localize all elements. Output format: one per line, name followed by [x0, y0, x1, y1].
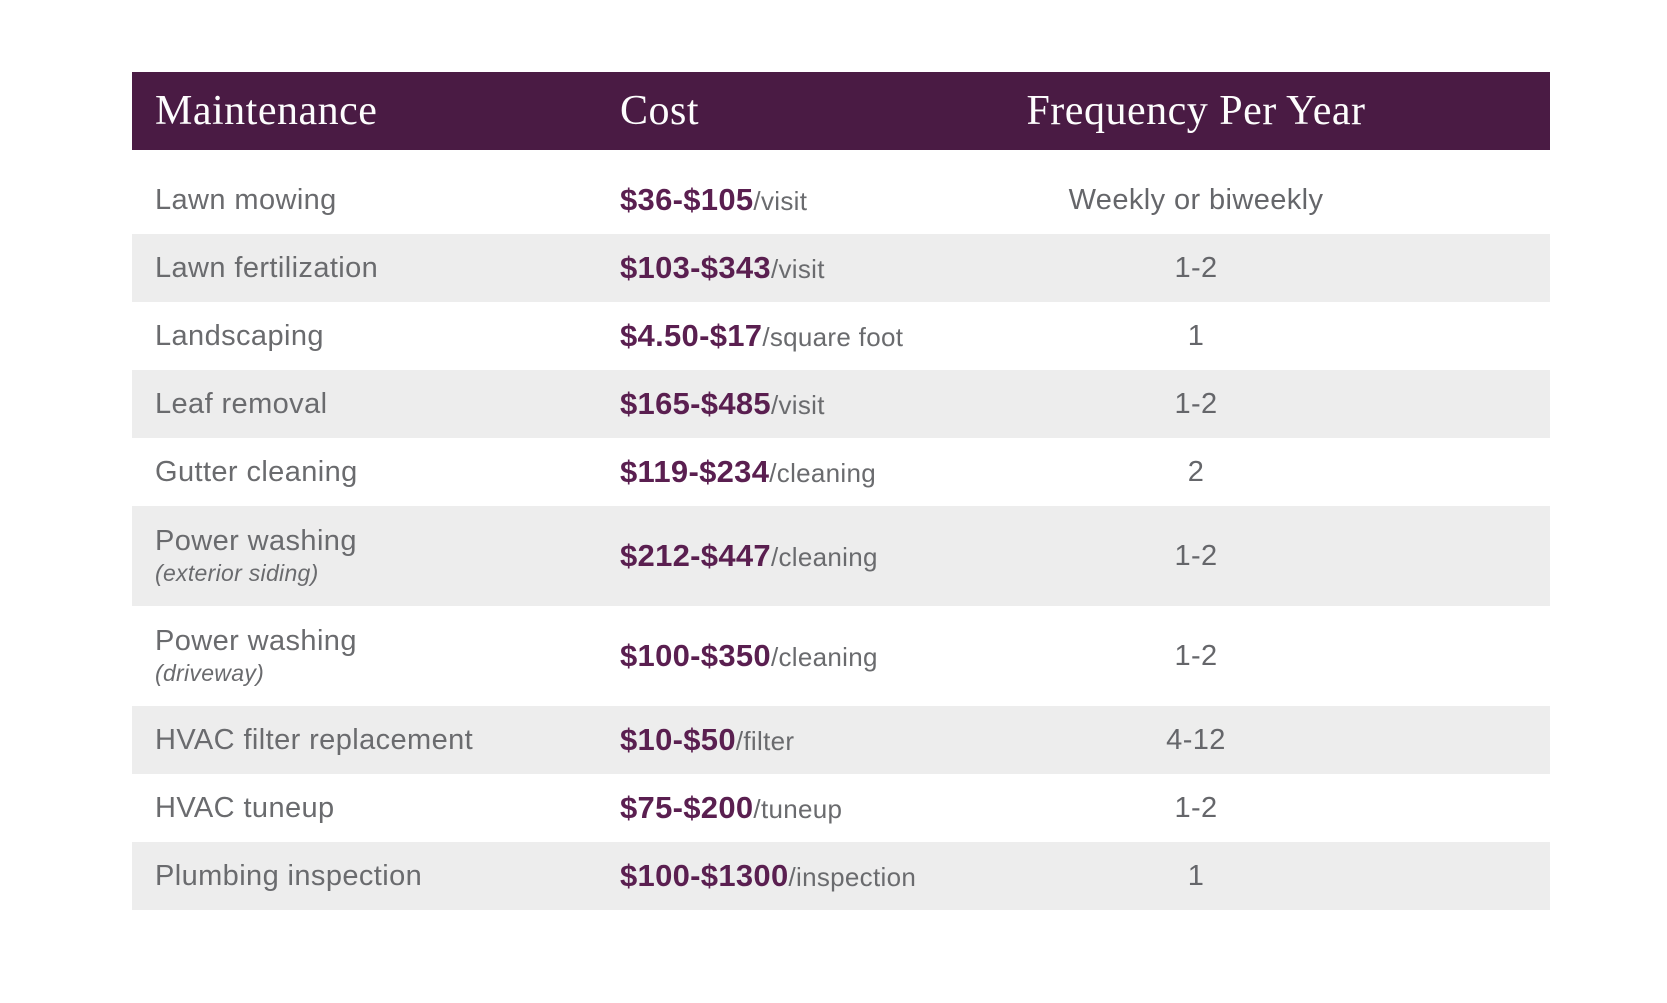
- cost-cell: $103-$343/visit: [620, 250, 1020, 286]
- maintenance-cell: Lawn mowing: [132, 183, 620, 218]
- maintenance-cell: Lawn fertilization: [132, 251, 620, 286]
- maintenance-label: HVAC tuneup: [155, 791, 335, 824]
- maintenance-label: Plumbing inspection: [155, 859, 423, 892]
- maintenance-cell: Plumbing inspection: [132, 859, 620, 894]
- frequency-value: 1-2: [1174, 251, 1218, 284]
- maintenance-cell: Power washing (exterior siding): [132, 524, 620, 588]
- frequency-cell: 1-2: [1020, 792, 1550, 825]
- frequency-value: 1-2: [1174, 387, 1218, 420]
- frequency-value: 1-2: [1174, 539, 1218, 572]
- maintenance-label: Gutter cleaning: [155, 455, 358, 488]
- frequency-cell: 1-2: [1020, 388, 1550, 421]
- frequency-value: 4-12: [1166, 723, 1226, 756]
- table-body: Lawn mowing $36-$105/visit Weekly or biw…: [132, 150, 1550, 910]
- frequency-value: 1-2: [1174, 639, 1218, 672]
- maintenance-label: HVAC filter replacement: [155, 723, 474, 756]
- maintenance-cell: Landscaping: [132, 319, 620, 354]
- frequency-cell: Weekly or biweekly: [1020, 184, 1550, 217]
- cost-unit: /visit: [770, 254, 825, 284]
- cost-unit: /cleaning: [769, 458, 877, 488]
- maintenance-label: Leaf removal: [155, 387, 328, 420]
- maintenance-sublabel: (exterior siding): [155, 560, 319, 587]
- maintenance-sublabel: (driveway): [155, 660, 265, 687]
- header-maintenance: Maintenance: [155, 88, 378, 134]
- table-row: HVAC filter replacement $10-$50/filter 4…: [132, 706, 1550, 774]
- cost-unit: /inspection: [788, 862, 917, 892]
- frequency-value: 1: [1187, 859, 1205, 892]
- maintenance-cell: Power washing (driveway): [132, 624, 620, 688]
- cost-unit: /filter: [735, 726, 795, 756]
- header-cost: Cost: [620, 88, 700, 134]
- cost-value: $165-$485: [620, 386, 771, 421]
- cost-unit: /cleaning: [770, 542, 878, 572]
- cost-unit: /visit: [770, 390, 825, 420]
- maintenance-cost-table: Maintenance Cost Frequency Per Year Lawn…: [132, 72, 1550, 910]
- table-row: HVAC tuneup $75-$200/tuneup 1-2: [132, 774, 1550, 842]
- cost-cell: $212-$447/cleaning: [620, 538, 1020, 574]
- cost-value: $100-$1300: [620, 858, 789, 893]
- cost-value: $36-$105: [620, 182, 754, 217]
- maintenance-label: Power washing: [155, 525, 357, 558]
- cost-value: $100-$350: [620, 638, 771, 673]
- table-row: Leaf removal $165-$485/visit 1-2: [132, 370, 1550, 438]
- cost-unit: /cleaning: [770, 642, 878, 672]
- table-header-row: Maintenance Cost Frequency Per Year: [132, 72, 1550, 150]
- maintenance-label: Lawn mowing: [155, 183, 337, 216]
- table-row: Plumbing inspection $100-$1300/inspectio…: [132, 842, 1550, 910]
- maintenance-cell: HVAC filter replacement: [132, 723, 620, 758]
- cost-cell: $10-$50/filter: [620, 722, 1020, 758]
- cost-unit: /tuneup: [753, 794, 843, 824]
- frequency-value: 1-2: [1174, 791, 1218, 824]
- frequency-cell: 1: [1020, 320, 1550, 353]
- frequency-cell: 1-2: [1020, 640, 1550, 673]
- cost-cell: $100-$350/cleaning: [620, 638, 1020, 674]
- maintenance-cell: Leaf removal: [132, 387, 620, 422]
- table-row: Lawn fertilization $103-$343/visit 1-2: [132, 234, 1550, 302]
- cost-unit: /visit: [753, 186, 808, 216]
- maintenance-label: Landscaping: [155, 319, 324, 352]
- cost-cell: $36-$105/visit: [620, 182, 1020, 218]
- table-row: Power washing (driveway) $100-$350/clean…: [132, 606, 1550, 706]
- cost-cell: $165-$485/visit: [620, 386, 1020, 422]
- cost-value: $212-$447: [620, 538, 771, 573]
- header-frequency-per-year: Frequency Per Year: [1026, 88, 1366, 134]
- frequency-cell: 1-2: [1020, 540, 1550, 573]
- maintenance-cell: HVAC tuneup: [132, 791, 620, 826]
- frequency-cell: 2: [1020, 456, 1550, 489]
- table-row: Lawn mowing $36-$105/visit Weekly or biw…: [132, 166, 1550, 234]
- maintenance-cell: Gutter cleaning: [132, 455, 620, 490]
- table-row: Landscaping $4.50-$17/square foot 1: [132, 302, 1550, 370]
- table-row: Power washing (exterior siding) $212-$44…: [132, 506, 1550, 606]
- frequency-value: 2: [1187, 455, 1205, 488]
- cost-unit: /square foot: [762, 322, 904, 352]
- frequency-value: Weekly or biweekly: [1068, 183, 1324, 216]
- maintenance-label: Power washing: [155, 625, 357, 658]
- cost-value: $10-$50: [620, 722, 736, 757]
- cost-value: $119-$234: [620, 454, 770, 489]
- frequency-cell: 4-12: [1020, 724, 1550, 757]
- cost-cell: $4.50-$17/square foot: [620, 318, 1020, 354]
- cost-value: $103-$343: [620, 250, 771, 285]
- frequency-cell: 1-2: [1020, 252, 1550, 285]
- frequency-cell: 1: [1020, 860, 1550, 893]
- cost-cell: $75-$200/tuneup: [620, 790, 1020, 826]
- table-row: Gutter cleaning $119-$234/cleaning 2: [132, 438, 1550, 506]
- cost-value: $4.50-$17: [620, 318, 763, 353]
- cost-cell: $100-$1300/inspection: [620, 858, 1020, 894]
- cost-cell: $119-$234/cleaning: [620, 454, 1020, 490]
- cost-value: $75-$200: [620, 790, 754, 825]
- frequency-value: 1: [1187, 319, 1205, 352]
- maintenance-label: Lawn fertilization: [155, 251, 379, 284]
